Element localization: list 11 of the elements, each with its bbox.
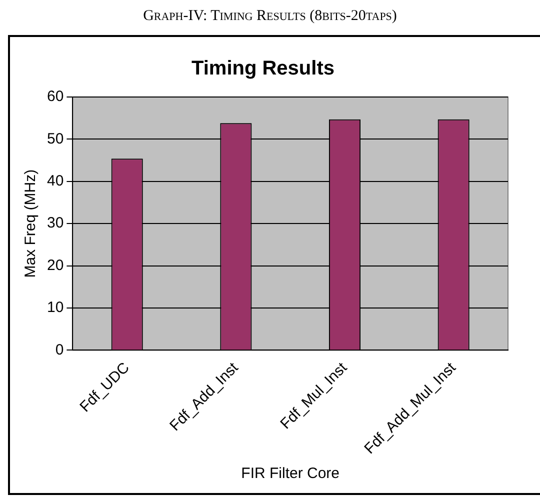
y-tick-label: 40 <box>46 172 64 190</box>
y-tick-label: 50 <box>46 130 64 148</box>
text: Graph-IV: Timing Results (8bits-20taps) <box>142 8 398 25</box>
y-tick-label: 60 <box>46 88 64 106</box>
y-tick-label: 20 <box>46 256 64 274</box>
y-tick-label: 10 <box>46 299 64 316</box>
y-axis-title: Max Freq (MHz) <box>22 169 40 278</box>
x-axis-title: FIR Filter Core <box>241 465 340 482</box>
chart-title: Timing Results <box>192 58 334 80</box>
y-tick-label: 30 <box>46 214 64 232</box>
y-tick-label: 0 <box>55 341 64 358</box>
